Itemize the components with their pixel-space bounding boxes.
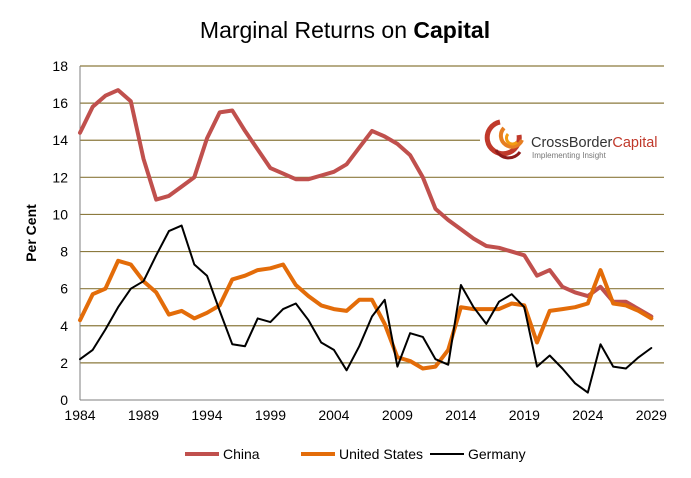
x-tick-label: 2004 [318, 407, 349, 423]
y-tick-label: 8 [60, 244, 68, 260]
x-tick-label: 2009 [382, 407, 413, 423]
y-tick-label: 4 [60, 318, 68, 334]
series-line-united-states [78, 258, 654, 371]
logo-tagline: Implementing Insight [532, 151, 607, 160]
series-line-germany [79, 224, 653, 394]
y-tick-label: 14 [52, 132, 68, 148]
series-line-china [78, 88, 654, 319]
x-tick-label: 2019 [509, 407, 540, 423]
chart-title: Marginal Returns on Capital [200, 17, 490, 43]
y-tick-label: 10 [52, 206, 68, 222]
series-lines [78, 88, 654, 394]
crossbordercapital-logo: CrossBorderCapital Implementing Insight [480, 112, 665, 166]
legend-label-china: China [223, 446, 260, 462]
legend-label-germany: Germany [468, 446, 526, 462]
legend: China United States Germany [185, 446, 526, 462]
swirl-logo-icon [484, 119, 524, 160]
y-tick-label: 18 [52, 58, 68, 74]
legend-label-united-states: United States [339, 446, 423, 462]
x-tick-label: 2029 [636, 407, 667, 423]
y-tick-label: 0 [60, 392, 68, 408]
y-tick-label: 6 [60, 281, 68, 297]
y-tick-label: 12 [52, 169, 68, 185]
gridlines [79, 65, 664, 401]
logo-name: CrossBorderCapital [531, 135, 658, 151]
y-tick-label: 2 [60, 355, 68, 371]
x-tick-label: 1999 [255, 407, 286, 423]
x-axis-ticks: 1984 1989 1994 1999 2004 2009 2014 2019 2024 2029 [64, 407, 667, 423]
y-axis-label: Per Cent [23, 204, 39, 262]
y-axis-ticks: 0 2 4 6 8 10 12 14 16 18 [52, 58, 68, 408]
x-tick-label: 1984 [64, 407, 95, 423]
x-tick-label: 2024 [572, 407, 603, 423]
x-tick-label: 1994 [191, 407, 222, 423]
x-tick-label: 1989 [128, 407, 159, 423]
y-tick-label: 16 [52, 95, 68, 111]
x-tick-label: 2014 [445, 407, 476, 423]
